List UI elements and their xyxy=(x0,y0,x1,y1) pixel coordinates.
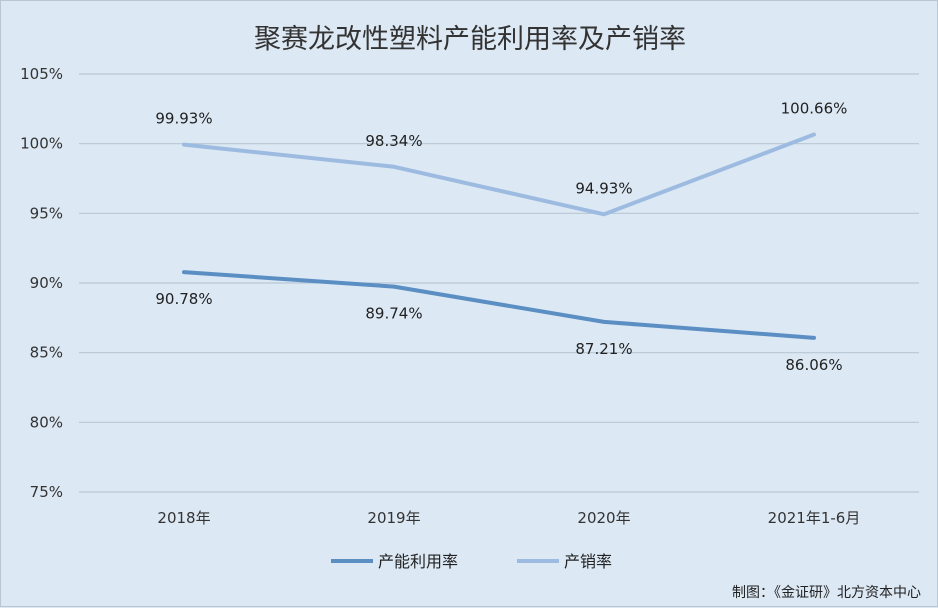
data-label: 94.93% xyxy=(575,179,632,197)
x-axis-ticks: 2018年 2019年 2020年 2021年1-6月 xyxy=(157,509,860,527)
data-label: 86.06% xyxy=(785,356,842,374)
data-label: 100.66% xyxy=(781,99,848,117)
x-tick-label: 2019年 xyxy=(367,509,420,527)
data-label: 99.93% xyxy=(155,110,212,128)
series-line-2 xyxy=(184,134,814,214)
series-line-1 xyxy=(184,272,814,338)
y-tick-label: 100% xyxy=(20,135,63,153)
data-label: 90.78% xyxy=(155,290,212,308)
data-label: 89.74% xyxy=(365,305,422,323)
legend: 产能利用率 产销率 xyxy=(331,552,612,571)
series-lines xyxy=(184,134,814,338)
data-label: 98.34% xyxy=(365,132,422,150)
x-tick-label: 2020年 xyxy=(577,509,630,527)
chart-title: 聚赛龙改性塑料产能利用率及产销率 xyxy=(254,24,686,55)
y-tick-label: 105% xyxy=(20,65,63,83)
legend-label: 产销率 xyxy=(564,552,612,571)
x-tick-label: 2021年1-6月 xyxy=(768,509,861,527)
footer-credit: 制图：《金证研》北方资本中心 xyxy=(732,585,921,601)
data-label: 87.21% xyxy=(575,340,632,358)
y-tick-label: 90% xyxy=(30,274,63,292)
y-tick-label: 95% xyxy=(30,204,63,222)
legend-label: 产能利用率 xyxy=(378,552,458,571)
y-tick-label: 75% xyxy=(30,483,63,501)
x-tick-label: 2018年 xyxy=(157,509,210,527)
gridlines xyxy=(79,74,919,492)
y-axis-ticks: 75% 80% 85% 90% 95% 100% 105% xyxy=(20,65,63,501)
y-tick-label: 80% xyxy=(30,413,63,431)
y-tick-label: 85% xyxy=(30,344,63,362)
